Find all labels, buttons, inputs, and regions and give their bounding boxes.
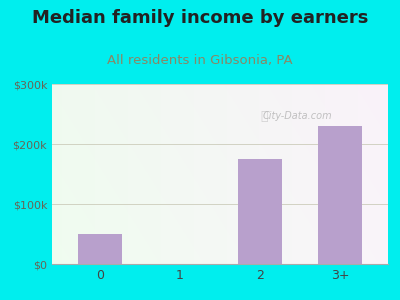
Bar bbox=[318, 126, 362, 264]
Text: All residents in Gibsonia, PA: All residents in Gibsonia, PA bbox=[107, 54, 293, 67]
Text: City-Data.com: City-Data.com bbox=[262, 111, 332, 122]
Bar bbox=[238, 159, 282, 264]
Bar bbox=[78, 234, 122, 264]
Text: ⓘ: ⓘ bbox=[260, 110, 268, 123]
Text: Median family income by earners: Median family income by earners bbox=[32, 9, 368, 27]
